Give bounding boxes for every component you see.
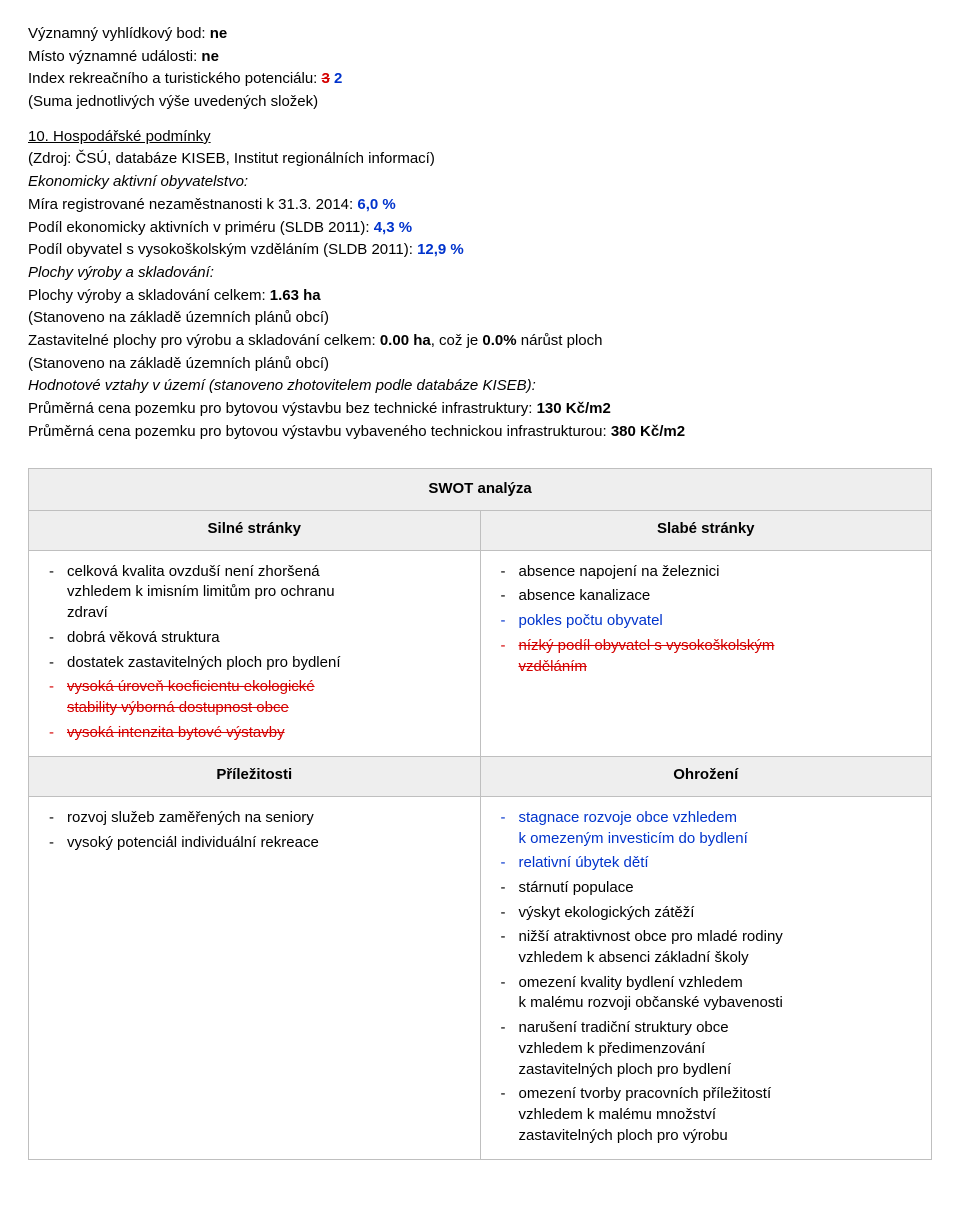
buildable-val-a: 0.00 ha	[380, 332, 431, 349]
list-text: vzhledem k absenci základní školy	[519, 949, 749, 966]
section-10-title: 10. Hospodářské podmínky	[28, 127, 932, 148]
buildable-val-b: 0.0%	[482, 332, 516, 349]
list-item: rozvoj služeb zaměřených na seniory	[67, 807, 470, 830]
weaknesses-cell: absence napojení na železnici absence ka…	[480, 550, 932, 757]
index-note: (Suma jednotlivých výše uvedených složek…	[28, 92, 932, 113]
list-item: dobrá věková struktura	[67, 627, 470, 650]
list-text: vzhledem k malému množství	[519, 1106, 717, 1123]
buildable-tail: nárůst ploch	[517, 332, 603, 349]
list-text: vysoká úroveň koeficientu ekologické	[67, 678, 315, 695]
share-uni-line: Podíl obyvatel s vysokoškolským vzdělání…	[28, 240, 932, 261]
viewpoint-label: Významný vyhlídkový bod:	[28, 25, 210, 42]
list-item-added: relativní úbytek dětí	[519, 852, 922, 875]
price2-label: Průměrná cena pozemku pro bytovou výstav…	[28, 423, 611, 440]
list-text: omezení tvorby pracovních příležitostí	[519, 1085, 772, 1102]
note-2: (Stanoveno na základě územních plánů obc…	[28, 354, 932, 375]
note-1: (Stanoveno na základě územních plánů obc…	[28, 308, 932, 329]
section-10-source: (Zdroj: ČSÚ, databáze KISEB, Institut re…	[28, 149, 932, 170]
unemployment-label: Míra registrované nezaměstnanosti k 31.3…	[28, 196, 357, 213]
buildable-label: Zastavitelné plochy pro výrobu a skladov…	[28, 332, 380, 349]
threats-heading: Ohrožení	[480, 757, 932, 797]
list-item: vysoký potenciál individuální rekreace	[67, 832, 470, 855]
list-item-removed: nízký podíl obyvatel s vysokoškolským vz…	[519, 635, 922, 678]
event-label: Místo významné události:	[28, 48, 201, 65]
list-text: celková kvalita ovzduší není zhoršená	[67, 563, 320, 580]
list-item: omezení tvorby pracovních příležitostí v…	[519, 1083, 922, 1147]
list-text: nižší atraktivnost obce pro mladé rodiny	[519, 928, 783, 945]
price1-label: Průměrná cena pozemku pro bytovou výstav…	[28, 400, 537, 417]
viewpoint-line: Významný vyhlídkový bod: ne	[28, 24, 932, 45]
list-text: stability výborná dostupnost obce	[67, 699, 289, 716]
production-total-value: 1.63 ha	[270, 287, 321, 304]
swot-title: SWOT analýza	[29, 469, 932, 511]
share-uni-value: 12,9 %	[417, 241, 464, 258]
share-uni-label: Podíl obyvatel s vysokoškolským vzdělání…	[28, 241, 417, 258]
swot-table: SWOT analýza Silné stránky Slabé stránky…	[28, 468, 932, 1160]
weaknesses-heading: Slabé stránky	[480, 511, 932, 551]
buildable-mid: , což je	[431, 332, 483, 349]
opportunities-cell: rozvoj služeb zaměřených na seniory vyso…	[29, 796, 481, 1159]
strengths-list: celková kvalita ovzduší není zhoršená vz…	[39, 561, 470, 745]
list-text: k malému rozvoji občanské vybavenosti	[519, 994, 783, 1011]
list-text: omezení kvality bydlení vzhledem	[519, 974, 743, 991]
list-item-added: pokles počtu obyvatel	[519, 610, 922, 633]
production-heading: Plochy výroby a skladování:	[28, 263, 932, 284]
list-text: stagnace rozvoje obce vzhledem	[519, 809, 737, 826]
production-total-label: Plochy výroby a skladování celkem:	[28, 287, 270, 304]
unemployment-line: Míra registrované nezaměstnanosti k 31.3…	[28, 195, 932, 216]
production-total-line: Plochy výroby a skladování celkem: 1.63 …	[28, 286, 932, 307]
opportunities-list: rozvoj služeb zaměřených na seniory vyso…	[39, 807, 470, 854]
unemployment-value: 6,0 %	[357, 196, 395, 213]
list-item: narušení tradiční struktury obce vzhlede…	[519, 1017, 922, 1081]
index-old-value: 3	[322, 70, 330, 87]
buildable-line: Zastavitelné plochy pro výrobu a skladov…	[28, 331, 932, 352]
list-text: vzhledem k předimenzování	[519, 1040, 706, 1057]
list-item-added: stagnace rozvoje obce vzhledem k omezený…	[519, 807, 922, 850]
index-label: Index rekreačního a turistického potenci…	[28, 70, 322, 87]
price1-line: Průměrná cena pozemku pro bytovou výstav…	[28, 399, 932, 420]
list-text: vzhledem k imisním limitům pro ochranu	[67, 583, 335, 600]
price1-value: 130 Kč/m2	[537, 400, 611, 417]
list-item: celková kvalita ovzduší není zhoršená vz…	[67, 561, 470, 625]
list-item: dostatek zastavitelných ploch pro bydlen…	[67, 652, 470, 675]
list-text: zastavitelných ploch pro bydlení	[519, 1061, 732, 1078]
list-text: zdraví	[67, 604, 108, 621]
list-text: k omezeným investicím do bydlení	[519, 830, 748, 847]
price2-value: 380 Kč/m2	[611, 423, 685, 440]
share-primary-line: Podíl ekonomicky aktivních v priméru (SL…	[28, 218, 932, 239]
list-text: narušení tradiční struktury obce	[519, 1019, 729, 1036]
share-primary-value: 4,3 %	[374, 219, 412, 236]
ea-heading: Ekonomicky aktivní obyvatelstvo:	[28, 172, 932, 193]
viewpoint-value: ne	[210, 25, 228, 42]
weaknesses-list: absence napojení na železnici absence ka…	[491, 561, 922, 678]
list-item: absence kanalizace	[519, 585, 922, 608]
list-item: výskyt ekologických zátěží	[519, 902, 922, 925]
price2-line: Průměrná cena pozemku pro bytovou výstav…	[28, 422, 932, 443]
threats-cell: stagnace rozvoje obce vzhledem k omezený…	[480, 796, 932, 1159]
list-text: vzděláním	[519, 658, 587, 675]
intro-block: Významný vyhlídkový bod: ne Místo význam…	[28, 24, 932, 113]
index-line: Index rekreačního a turistického potenci…	[28, 69, 932, 90]
list-text: zastavitelných ploch pro výrobu	[519, 1127, 728, 1144]
strengths-cell: celková kvalita ovzduší není zhoršená vz…	[29, 550, 481, 757]
list-item: omezení kvality bydlení vzhledem k malém…	[519, 972, 922, 1015]
value-relations-heading: Hodnotové vztahy v území (stanoveno zhot…	[28, 376, 932, 397]
share-primary-label: Podíl ekonomicky aktivních v priméru (SL…	[28, 219, 374, 236]
list-item: stárnutí populace	[519, 877, 922, 900]
section-10-title-text: 10. Hospodářské podmínky	[28, 128, 211, 145]
list-item: nižší atraktivnost obce pro mladé rodiny…	[519, 926, 922, 969]
threats-list: stagnace rozvoje obce vzhledem k omezený…	[491, 807, 922, 1147]
section-10: 10. Hospodářské podmínky (Zdroj: ČSÚ, da…	[28, 127, 932, 443]
strengths-heading: Silné stránky	[29, 511, 481, 551]
opportunities-heading: Příležitosti	[29, 757, 481, 797]
event-line: Místo významné události: ne	[28, 47, 932, 68]
list-item-removed: vysoká intenzita bytové výstavby	[67, 722, 470, 745]
event-value: ne	[201, 48, 219, 65]
index-new-value: 2	[330, 70, 343, 87]
list-text: nízký podíl obyvatel s vysokoškolským	[519, 637, 775, 654]
list-item-removed: vysoká úroveň koeficientu ekologické sta…	[67, 676, 470, 719]
list-item: absence napojení na železnici	[519, 561, 922, 584]
